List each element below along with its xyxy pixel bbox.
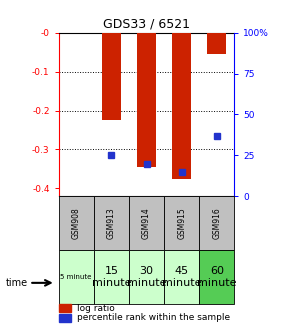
Bar xyxy=(94,250,129,304)
Text: GSM914: GSM914 xyxy=(142,207,151,239)
Text: GSM908: GSM908 xyxy=(72,207,81,239)
Bar xyxy=(164,196,199,250)
Text: 30
minute: 30 minute xyxy=(127,266,166,288)
Text: log ratio: log ratio xyxy=(77,303,115,313)
Bar xyxy=(164,250,199,304)
Bar xyxy=(137,33,156,167)
Bar xyxy=(59,304,71,312)
Bar xyxy=(59,314,71,322)
Text: 60
minute: 60 minute xyxy=(197,266,236,288)
Text: 15
minute: 15 minute xyxy=(92,266,131,288)
Bar xyxy=(59,250,94,304)
Bar xyxy=(199,196,234,250)
Text: GSM916: GSM916 xyxy=(212,207,221,239)
Bar xyxy=(172,33,191,179)
Bar xyxy=(207,33,226,54)
Bar xyxy=(129,250,164,304)
Text: percentile rank within the sample: percentile rank within the sample xyxy=(77,314,231,322)
Title: GDS33 / 6521: GDS33 / 6521 xyxy=(103,17,190,30)
Bar xyxy=(59,196,94,250)
Text: time: time xyxy=(6,278,28,288)
Text: 5 minute: 5 minute xyxy=(60,274,92,280)
Bar xyxy=(199,250,234,304)
Bar xyxy=(129,196,164,250)
Bar xyxy=(94,196,129,250)
Text: GSM915: GSM915 xyxy=(177,207,186,239)
Text: GSM913: GSM913 xyxy=(107,207,116,239)
Bar xyxy=(102,33,121,120)
Text: 45
minute: 45 minute xyxy=(162,266,201,288)
